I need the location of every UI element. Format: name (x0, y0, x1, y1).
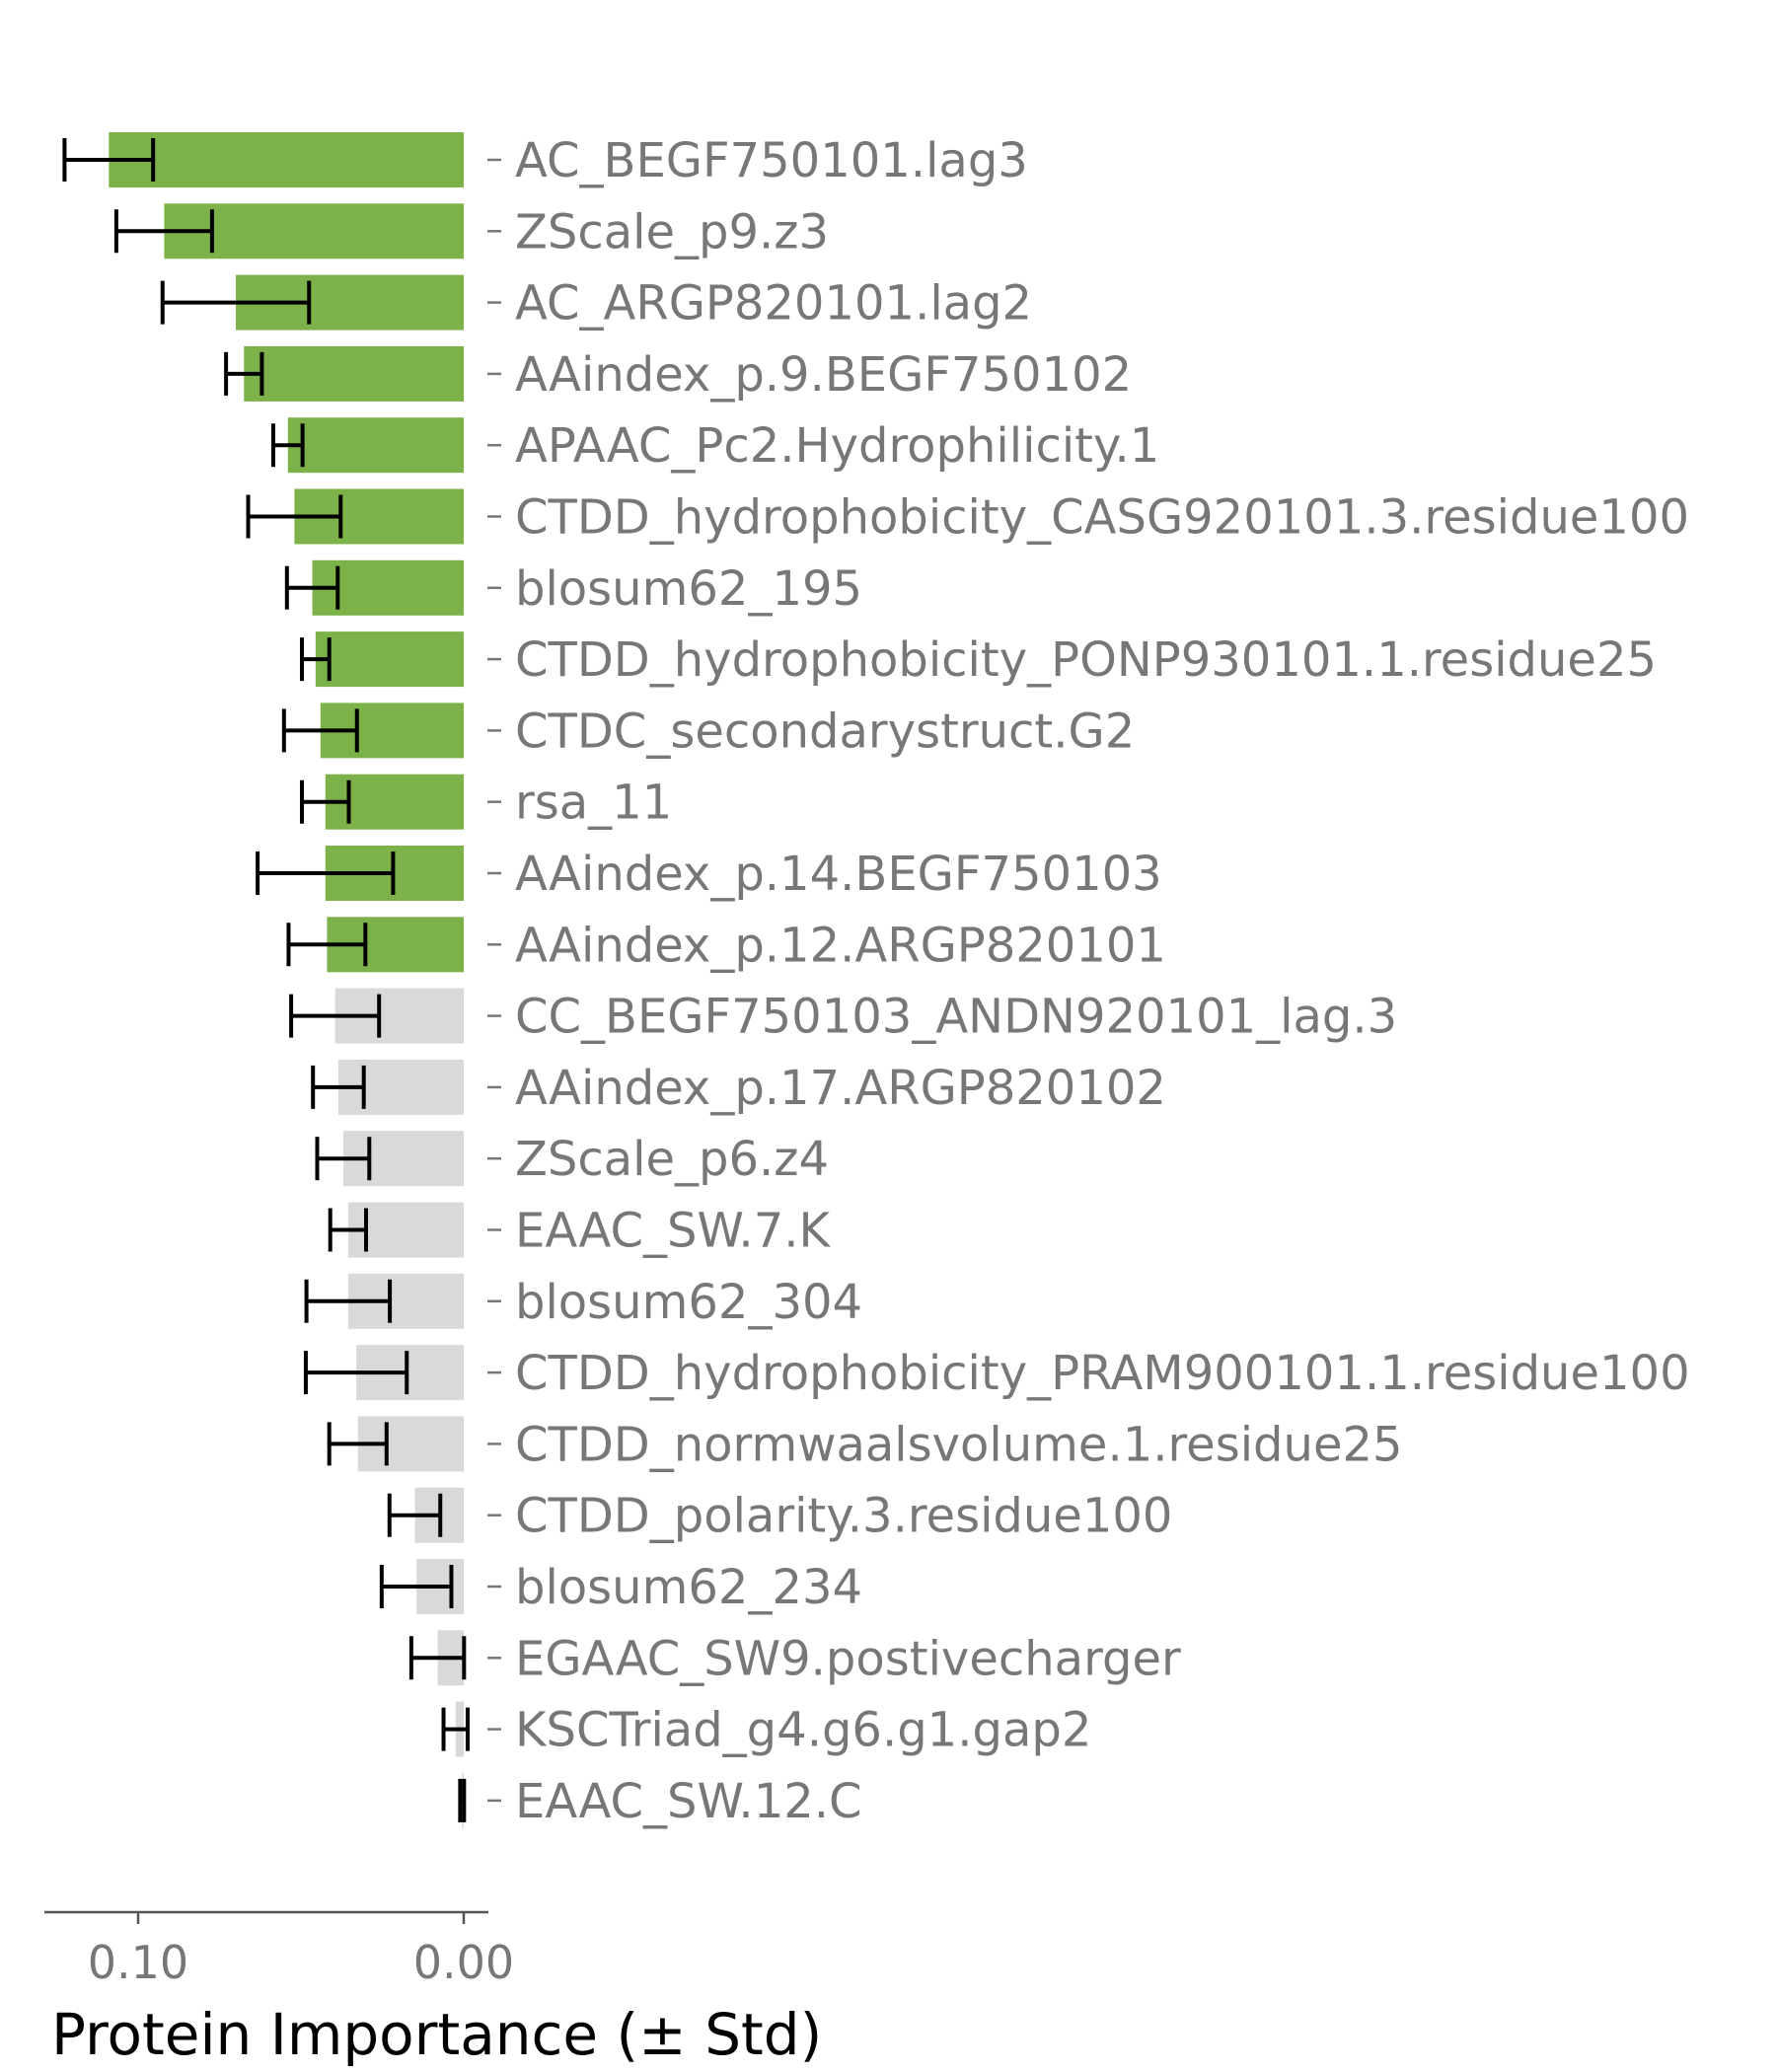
y-tick-label: AAindex_p.12.ARGP820101 (515, 918, 1166, 973)
y-tick-label: AC_BEGF750101.lag3 (515, 133, 1028, 188)
y-tick-label: blosum62_195 (515, 561, 862, 617)
error-bar (284, 565, 340, 610)
y-tick-label: KSCTriad_g4.g6.g1.gap2 (515, 1703, 1091, 1758)
error-bar (224, 351, 264, 396)
error-bar (387, 1493, 443, 1537)
error-bar (289, 994, 382, 1038)
bar (109, 132, 465, 187)
error-bar (311, 1065, 366, 1109)
y-tick-label: CTDD_hydrophobicity_PONP930101.1.residue… (515, 632, 1657, 688)
error-bar (441, 1707, 470, 1751)
error-bar (256, 851, 396, 895)
error-bar (408, 1636, 467, 1680)
error-bar (304, 1279, 393, 1323)
bar (315, 631, 464, 688)
y-tick-label: CC_BEGF750103_ANDN920101_lag.3 (515, 990, 1397, 1045)
error-bar (62, 138, 156, 182)
y-tick-label: ZScale_p6.z4 (515, 1132, 829, 1187)
y-tick-label: EAAC_SW.7.K (515, 1204, 831, 1259)
error-bar (286, 923, 368, 967)
bars-layer (109, 132, 465, 1828)
error-bar (299, 779, 351, 824)
y-tick-label: CTDD_hydrophobicity_CASG920101.3.residue… (515, 490, 1689, 546)
errorbars-layer (62, 138, 470, 1822)
error-bar (458, 1778, 467, 1822)
y-tick-label: rsa_11 (515, 776, 672, 831)
x-axis-label: Protein Importance (± Std) (51, 2001, 822, 2068)
error-bar (281, 708, 359, 753)
y-tick-label: AC_ARGP820101.lag2 (515, 276, 1032, 332)
y-tick-label: APAAC_Pc2.Hydrophilicity.1 (515, 418, 1159, 474)
y-tick-label: CTDD_hydrophobicity_PRAM900101.1.residue… (515, 1346, 1690, 1401)
error-bar (327, 1422, 389, 1466)
x-axis: 0.10 0.00 (44, 1910, 514, 1989)
x-tick-label: 0.10 (88, 1936, 188, 1989)
y-tick-label: blosum62_304 (515, 1275, 862, 1330)
error-bar (113, 209, 214, 254)
error-bar (160, 280, 312, 325)
y-tick-labels: AC_BEGF750101.lag3 ZScale_p9.z3 AC_ARGP820… (487, 133, 1690, 1829)
error-bar (315, 1137, 372, 1181)
x-tick-label: 0.00 (413, 1936, 514, 1989)
bar (244, 345, 464, 402)
error-bar (303, 1351, 409, 1395)
error-bar (379, 1565, 454, 1608)
y-tick-label: CTDD_polarity.3.residue100 (515, 1489, 1172, 1544)
y-tick-label: EAAC_SW.12.C (515, 1774, 862, 1829)
error-bar (328, 1208, 368, 1252)
y-tick-label: CTDC_secondarystruct.G2 (515, 703, 1135, 759)
y-tick-label: blosum62_234 (515, 1560, 862, 1615)
bar (164, 203, 464, 259)
bar (287, 417, 464, 474)
y-tick-label: AAindex_p.9.BEGF750102 (515, 347, 1132, 403)
y-tick-label: EGAAC_SW9.postivecharger (515, 1631, 1181, 1686)
error-bar (270, 423, 305, 468)
y-tick-label: AAindex_p.14.BEGF750103 (515, 847, 1162, 902)
y-tick-label: CTDD_normwaalsvolume.1.residue25 (515, 1417, 1403, 1472)
error-bar (246, 494, 343, 539)
y-tick-label: ZScale_p9.z3 (515, 204, 829, 259)
y-tick-label: AAindex_p.17.ARGP820102 (515, 1061, 1166, 1116)
error-bar (299, 637, 332, 682)
